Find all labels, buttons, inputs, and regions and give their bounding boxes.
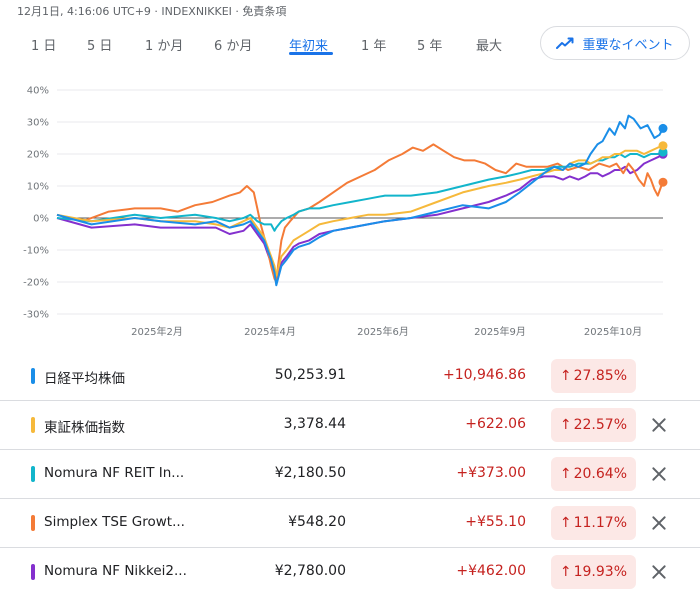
percent-change-badge: ↑ 27.85% xyxy=(550,359,636,393)
series-line xyxy=(56,143,664,283)
remove-comparison-close-icon[interactable] xyxy=(648,512,670,534)
security-name: Nomura NF REIT In... xyxy=(44,465,185,481)
arrow-up-icon: ↑ xyxy=(559,466,572,482)
percent-change-value: 20.64% xyxy=(573,466,627,482)
y-tick-label: -30% xyxy=(23,310,49,321)
percent-change-badge: ↑ 19.93% xyxy=(550,555,636,589)
series-color-swatch xyxy=(31,417,35,433)
list-item[interactable]: Simplex TSE Growt... ¥548.20 +¥55.10 ↑ 11… xyxy=(0,499,700,548)
series-end-point xyxy=(658,141,668,151)
x-tick-label: 2025年9月 xyxy=(474,325,526,338)
series-color-swatch xyxy=(31,564,35,580)
security-name: 日経平均株価 xyxy=(44,371,125,387)
series-line xyxy=(56,144,664,277)
series-color-swatch xyxy=(31,466,35,482)
list-item[interactable]: Nomura NF REIT In... ¥2,180.50 +¥373.00 … xyxy=(0,450,700,499)
series-end-point xyxy=(658,123,668,133)
series-end-point xyxy=(658,177,668,187)
arrow-up-icon: ↑ xyxy=(559,417,572,433)
key-events-button[interactable]: 重要なイベント xyxy=(540,26,690,60)
percent-change-value: 19.93% xyxy=(573,564,627,580)
arrow-up-icon: ↑ xyxy=(559,564,572,580)
remove-comparison-close-icon[interactable] xyxy=(648,561,670,583)
key-events-label: 重要なイベント xyxy=(582,37,674,53)
x-tick-label: 2025年6月 xyxy=(357,325,409,338)
tab-1y[interactable]: 1 年 xyxy=(361,39,387,54)
tab-5d[interactable]: 5 日 xyxy=(87,39,113,54)
x-tick-label: 2025年10月 xyxy=(584,325,642,338)
price-change: +622.06 xyxy=(465,416,526,432)
security-name: 東証株価指数 xyxy=(44,420,125,436)
active-tab-indicator xyxy=(289,52,333,55)
series-line xyxy=(56,151,664,232)
performance-chart-svg: 40% 30% 20% 10% 0% -10% -20% -30% 2025年2月 2025年4月… xyxy=(23,86,668,338)
security-price: ¥2,180.50 xyxy=(274,465,346,481)
price-change: +¥55.10 xyxy=(465,514,526,530)
security-name: Nomura NF Nikkei2... xyxy=(44,563,187,579)
tab-1m[interactable]: 1 か月 xyxy=(145,39,184,54)
price-change: +10,946.86 xyxy=(443,367,526,383)
security-price: 50,253.91 xyxy=(274,367,346,383)
comparison-list: 日経平均株価 50,253.91 +10,946.86 ↑ 27.85% 東証株価… xyxy=(0,352,700,597)
x-tick-label: 2025年2月 xyxy=(131,325,183,338)
security-price: ¥2,780.00 xyxy=(274,563,346,579)
remove-comparison-close-icon[interactable] xyxy=(648,463,670,485)
series-line xyxy=(56,114,664,287)
y-tick-label: 40% xyxy=(27,86,49,97)
security-price: 3,378.44 xyxy=(283,416,346,432)
percent-change-value: 11.17% xyxy=(573,515,627,531)
y-tick-label: 0% xyxy=(33,214,49,225)
security-name: Simplex TSE Growt... xyxy=(44,514,185,530)
tab-max[interactable]: 最大 xyxy=(476,39,503,54)
security-price: ¥548.20 xyxy=(288,514,346,530)
price-change: +¥462.00 xyxy=(456,563,526,579)
y-tick-label: -10% xyxy=(23,246,49,257)
list-item[interactable]: 日経平均株価 50,253.91 +10,946.86 ↑ 27.85% xyxy=(0,352,700,401)
y-tick-label: -20% xyxy=(23,278,49,289)
list-item[interactable]: 東証株価指数 3,378.44 +622.06 ↑ 22.57% xyxy=(0,401,700,450)
series-color-swatch xyxy=(31,515,35,531)
x-tick-label: 2025年4月 xyxy=(244,325,296,338)
tab-ytd[interactable]: 年初来 xyxy=(289,39,329,54)
percent-change-value: 27.85% xyxy=(573,368,627,384)
percent-change-value: 22.57% xyxy=(573,417,627,433)
quote-timestamp: 12月1日, 4:16:06 UTC+9 · INDEXNIKKEI · 免責条… xyxy=(17,5,287,18)
list-item[interactable]: Nomura NF Nikkei2... ¥2,780.00 +¥462.00 … xyxy=(0,548,700,597)
series-end-point xyxy=(658,147,668,157)
tab-6m[interactable]: 6 か月 xyxy=(214,39,253,54)
price-change: +¥373.00 xyxy=(456,465,526,481)
y-tick-label: 10% xyxy=(27,182,49,193)
series-color-swatch xyxy=(31,368,35,384)
range-tabs: 1 日 5 日 1 か月 6 か月 年初来 1 年 5 年 最大 xyxy=(0,24,700,68)
percent-change-badge: ↑ 20.64% xyxy=(550,457,636,491)
arrow-up-icon: ↑ xyxy=(559,515,572,531)
percent-change-badge: ↑ 11.17% xyxy=(550,506,636,540)
performance-chart[interactable]: 40% 30% 20% 10% 0% -10% -20% -30% 2025年2月 2025年4月… xyxy=(0,78,700,350)
trending-icon xyxy=(556,37,574,49)
y-tick-label: 30% xyxy=(27,118,49,129)
tab-1d[interactable]: 1 日 xyxy=(31,39,57,54)
arrow-up-icon: ↑ xyxy=(559,368,572,384)
percent-change-badge: ↑ 22.57% xyxy=(550,408,636,442)
remove-comparison-close-icon[interactable] xyxy=(648,414,670,436)
tab-5y[interactable]: 5 年 xyxy=(417,39,443,54)
y-tick-label: 20% xyxy=(27,150,49,161)
